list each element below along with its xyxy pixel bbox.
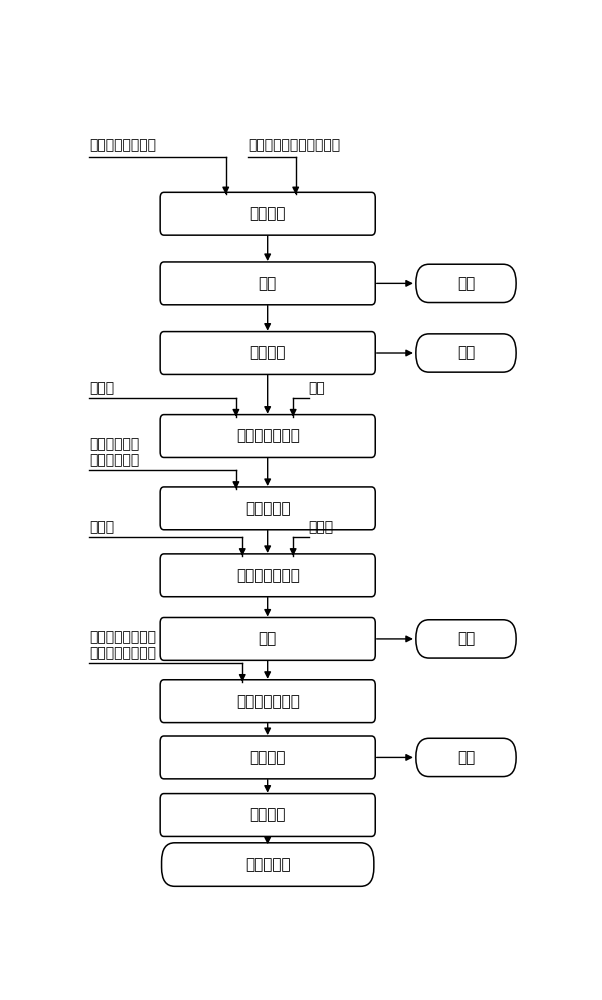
Text: 过滤: 过滤 <box>259 631 277 646</box>
FancyBboxPatch shape <box>160 617 375 660</box>
Text: 分解土霉素钙盐: 分解土霉素钙盐 <box>236 429 300 444</box>
Text: 土霉素产品: 土霉素产品 <box>245 857 291 872</box>
Text: 中和废液中氯化氢的物质: 中和废液中氯化氢的物质 <box>248 138 340 152</box>
FancyBboxPatch shape <box>160 794 375 836</box>
Text: 黄血盐: 黄血盐 <box>89 520 114 534</box>
FancyBboxPatch shape <box>160 554 375 597</box>
FancyBboxPatch shape <box>416 334 516 372</box>
FancyBboxPatch shape <box>160 332 375 374</box>
Text: 纯化水: 纯化水 <box>89 381 114 395</box>
Text: 过滤: 过滤 <box>259 276 277 291</box>
Text: 氢氧化钠溶液、氢
氧化钾溶液、氨水: 氢氧化钠溶液、氢 氧化钾溶液、氨水 <box>89 630 157 660</box>
FancyBboxPatch shape <box>160 262 375 305</box>
FancyBboxPatch shape <box>160 192 375 235</box>
FancyBboxPatch shape <box>161 843 374 886</box>
FancyBboxPatch shape <box>160 487 375 530</box>
Text: 甲醇: 甲醇 <box>457 346 475 361</box>
Text: 吸附蛋白质和铁: 吸附蛋白质和铁 <box>236 568 300 583</box>
Text: 废水: 废水 <box>457 750 475 765</box>
Text: 湿品干燥: 湿品干燥 <box>249 808 286 823</box>
FancyBboxPatch shape <box>160 680 375 723</box>
Text: 硫酸锌: 硫酸锌 <box>309 520 334 534</box>
Text: 离心分离: 离心分离 <box>249 750 286 765</box>
Text: 盐酸: 盐酸 <box>309 381 325 395</box>
Text: 稀硫酸或易溶
于水的硫酸盐: 稀硫酸或易溶 于水的硫酸盐 <box>89 437 140 468</box>
FancyBboxPatch shape <box>160 736 375 779</box>
Text: 沉淀钙离子: 沉淀钙离子 <box>245 501 291 516</box>
Text: 中和废液: 中和废液 <box>249 206 286 221</box>
FancyBboxPatch shape <box>416 738 516 777</box>
Text: 废渣: 废渣 <box>457 276 475 291</box>
Text: 废渣: 废渣 <box>457 631 475 646</box>
FancyBboxPatch shape <box>160 415 375 457</box>
FancyBboxPatch shape <box>416 620 516 658</box>
Text: 减压蒸馏: 减压蒸馏 <box>249 346 286 361</box>
Text: 析出土霉素结晶: 析出土霉素结晶 <box>236 694 300 709</box>
FancyBboxPatch shape <box>416 264 516 303</box>
Text: 制备土霉素的废液: 制备土霉素的废液 <box>89 138 157 152</box>
